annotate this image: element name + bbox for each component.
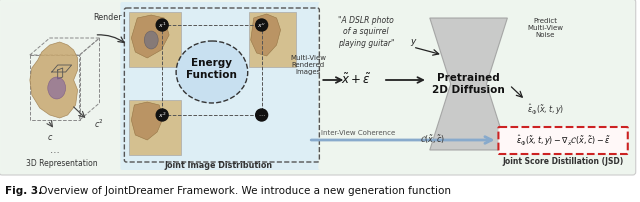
Ellipse shape bbox=[48, 77, 66, 99]
Ellipse shape bbox=[144, 31, 158, 49]
Text: $x^2$: $x^2$ bbox=[158, 111, 166, 120]
FancyBboxPatch shape bbox=[249, 12, 296, 67]
FancyBboxPatch shape bbox=[129, 100, 181, 155]
Text: Inter-View Coherence: Inter-View Coherence bbox=[321, 130, 396, 136]
Text: Fig. 3.: Fig. 3. bbox=[5, 186, 42, 196]
Text: 3D Representation: 3D Representation bbox=[26, 159, 97, 167]
FancyBboxPatch shape bbox=[129, 12, 181, 67]
Ellipse shape bbox=[176, 41, 248, 103]
Text: $y$: $y$ bbox=[410, 37, 417, 47]
FancyBboxPatch shape bbox=[499, 127, 628, 154]
Text: $\hat{\varepsilon}_\Phi(\tilde{x},t,y)-\nabla_{\tilde{x}}\mathcal{C}(\tilde{x},\: $\hat{\varepsilon}_\Phi(\tilde{x},t,y)-\… bbox=[516, 134, 611, 148]
Polygon shape bbox=[30, 42, 77, 118]
Text: Joint Score Distillation (JSD): Joint Score Distillation (JSD) bbox=[502, 158, 624, 166]
FancyBboxPatch shape bbox=[2, 2, 124, 170]
Text: Predict
Multi-View
Noise: Predict Multi-View Noise bbox=[527, 18, 563, 38]
Text: Energy
Function: Energy Function bbox=[186, 58, 237, 80]
Text: $x^1$: $x^1$ bbox=[158, 21, 166, 30]
Circle shape bbox=[256, 109, 268, 121]
FancyBboxPatch shape bbox=[0, 0, 636, 175]
Circle shape bbox=[156, 19, 168, 31]
Text: $\ldots$: $\ldots$ bbox=[49, 145, 60, 155]
Text: $\hat{\varepsilon}_\Phi(\tilde{x},t,y)$: $\hat{\varepsilon}_\Phi(\tilde{x},t,y)$ bbox=[527, 103, 564, 117]
Text: $\tilde{x}+\tilde{\varepsilon}$: $\tilde{x}+\tilde{\varepsilon}$ bbox=[341, 73, 371, 87]
Text: Render: Render bbox=[93, 14, 122, 22]
Text: Multi-View
Rendered
Images: Multi-View Rendered Images bbox=[291, 55, 326, 75]
Text: Overview of JointDreamer Framework. We introduce a new generation function: Overview of JointDreamer Framework. We i… bbox=[36, 186, 451, 196]
Polygon shape bbox=[131, 102, 163, 140]
Text: $c^2$: $c^2$ bbox=[93, 118, 103, 130]
FancyBboxPatch shape bbox=[120, 2, 321, 170]
Text: "A DSLR photo
of a squirrel
playing guitar": "A DSLR photo of a squirrel playing guit… bbox=[338, 16, 394, 48]
Text: Pretrained
2D Diffusion: Pretrained 2D Diffusion bbox=[432, 73, 505, 95]
Polygon shape bbox=[131, 15, 169, 58]
Polygon shape bbox=[430, 18, 508, 150]
Circle shape bbox=[156, 109, 168, 121]
FancyBboxPatch shape bbox=[318, 2, 633, 170]
Text: $\mathcal{C}(\tilde{x},\tilde{c})$: $\mathcal{C}(\tilde{x},\tilde{c})$ bbox=[420, 134, 445, 146]
Circle shape bbox=[256, 19, 268, 31]
Text: $c$: $c$ bbox=[47, 134, 53, 142]
Text: Joint Image Distribution: Joint Image Distribution bbox=[165, 161, 273, 169]
Text: $\ldots$: $\ldots$ bbox=[258, 113, 266, 118]
Polygon shape bbox=[251, 14, 280, 56]
Text: $x^v$: $x^v$ bbox=[257, 21, 266, 30]
